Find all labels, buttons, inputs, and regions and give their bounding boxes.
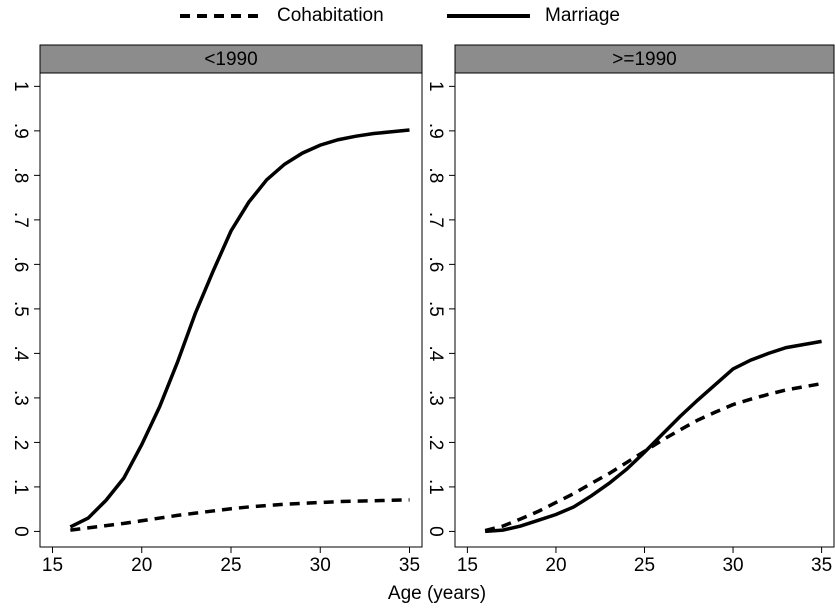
y-tick-label: .8 [425, 167, 446, 183]
x-tick-label: 20 [545, 555, 566, 576]
series-line [484, 339, 822, 534]
y-tick-label: 1 [425, 81, 446, 92]
y-tick-label: .2 [10, 434, 31, 450]
series-line [484, 381, 822, 533]
x-tick-label: 25 [220, 555, 241, 576]
x-tick-label: 30 [722, 555, 743, 576]
y-tick-label: .4 [10, 345, 31, 361]
x-axis-label: Age (years) [388, 583, 486, 604]
y-tick-label: .1 [425, 479, 446, 495]
x-tick-label: 30 [310, 555, 331, 576]
y-tick-label: .5 [425, 301, 446, 317]
y-tick-label: .6 [10, 256, 31, 272]
y-tick-label: .8 [10, 167, 31, 183]
y-tick-label: .9 [425, 123, 446, 139]
y-tick-label: 0 [425, 526, 446, 537]
x-tick-label: 15 [457, 555, 478, 576]
y-tick-label: 0 [10, 526, 31, 537]
x-tick-label: 35 [811, 555, 832, 576]
y-tick-label: .4 [425, 345, 446, 361]
series-line [69, 128, 410, 529]
y-tick-label: .6 [425, 256, 446, 272]
plot-frame [39, 72, 423, 548]
legend-label: Cohabitation [277, 5, 384, 26]
y-tick-label: .3 [10, 390, 31, 406]
plot-frame [454, 72, 835, 548]
panel-title: <1990 [204, 49, 257, 70]
y-tick-label: 1 [10, 81, 31, 92]
y-tick-label: .1 [10, 479, 31, 495]
x-tick-label: 20 [131, 555, 152, 576]
y-tick-label: .7 [425, 212, 446, 228]
y-tick-label: .7 [10, 212, 31, 228]
x-tick-label: 15 [42, 555, 63, 576]
series-line [70, 498, 410, 532]
panel-title: >=1990 [612, 49, 676, 70]
legend-label: Marriage [545, 5, 620, 26]
y-tick-label: .3 [425, 390, 446, 406]
panel-header [39, 44, 423, 74]
x-tick-label: 35 [399, 555, 420, 576]
y-tick-label: .2 [425, 434, 446, 450]
y-tick-label: .9 [10, 123, 31, 139]
y-tick-label: .5 [10, 301, 31, 317]
x-tick-label: 25 [634, 555, 655, 576]
